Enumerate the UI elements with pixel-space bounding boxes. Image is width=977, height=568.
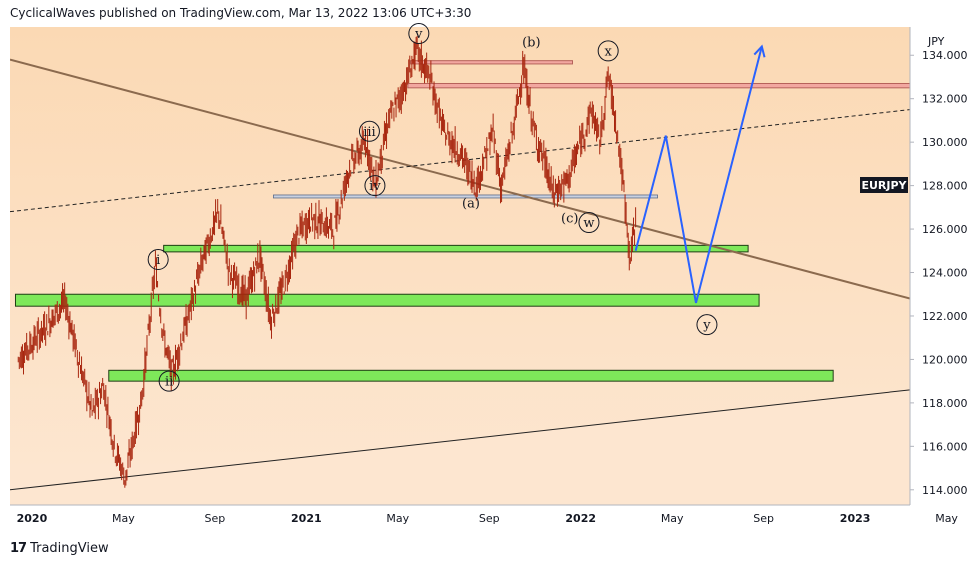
trendline-2[interactable] bbox=[10, 389, 910, 491]
footer-brand: 17 TradingView bbox=[10, 541, 109, 556]
x-tick-label: May bbox=[386, 512, 409, 525]
x-tick-label: Sep bbox=[753, 512, 774, 525]
wave-label-text: w bbox=[583, 216, 594, 231]
support-zone-0[interactable] bbox=[163, 244, 749, 253]
wave-label-circle bbox=[578, 212, 600, 234]
wave-label-9: w bbox=[578, 212, 600, 234]
wave-label-3: iv bbox=[364, 175, 386, 197]
y-tick-label: 132.000 bbox=[922, 93, 968, 106]
symbol-label: EURJPY bbox=[861, 179, 907, 192]
publish-caption: CyclicalWaves published on TradingView.c… bbox=[10, 6, 472, 20]
wave-label-circle bbox=[597, 40, 619, 62]
wave-label-text: (b) bbox=[522, 36, 540, 51]
wave-label-text: iii bbox=[363, 125, 375, 140]
support-zone-1[interactable] bbox=[14, 293, 760, 307]
wave-label-8: (c) bbox=[561, 212, 578, 227]
wave-label-4: v bbox=[408, 23, 430, 45]
x-tick-label: Sep bbox=[205, 512, 226, 525]
wave-label-text: (c) bbox=[561, 212, 578, 227]
horizontal-level-0[interactable] bbox=[273, 194, 658, 199]
x-tick-label: 2022 bbox=[565, 512, 596, 525]
resistance-zone-3[interactable] bbox=[407, 82, 910, 89]
y-tick-label: 116.000 bbox=[922, 440, 968, 453]
y-tick-label: 126.000 bbox=[922, 223, 968, 236]
wave-label-circle bbox=[358, 120, 380, 142]
wave-label-1: ii bbox=[158, 370, 180, 392]
footer-brand-name: TradingView bbox=[30, 541, 109, 556]
wave-label-circle bbox=[696, 314, 718, 336]
trendline-1[interactable] bbox=[10, 109, 910, 213]
x-tick-label: 2021 bbox=[291, 512, 322, 525]
wave-label-6: (b) bbox=[522, 36, 540, 51]
trendline-0[interactable] bbox=[10, 58, 910, 300]
wave-label-2: iii bbox=[358, 120, 380, 142]
projection-path[interactable] bbox=[634, 46, 763, 304]
wave-label-text: i bbox=[156, 253, 160, 268]
y-tick-label: 124.000 bbox=[922, 267, 968, 280]
y-tick-label: 128.000 bbox=[922, 180, 968, 193]
y-tick-label: 134.000 bbox=[922, 49, 968, 62]
resistance-zone-4[interactable] bbox=[410, 60, 573, 65]
x-tick-label: May bbox=[112, 512, 135, 525]
wave-label-circle bbox=[158, 370, 180, 392]
wave-label-circle bbox=[147, 248, 169, 270]
wave-label-circle bbox=[364, 175, 386, 197]
wave-label-text: iv bbox=[369, 179, 381, 194]
wave-label-text: y bbox=[702, 318, 711, 333]
tradingview-logo-icon: 17 bbox=[10, 541, 27, 556]
wave-label-circle bbox=[408, 23, 430, 45]
y-tick-label: 118.000 bbox=[922, 397, 968, 410]
x-tick-label: Sep bbox=[479, 512, 500, 525]
wave-label-5: (a) bbox=[462, 196, 480, 211]
y-tick-label: 122.000 bbox=[922, 310, 968, 323]
y-tick-label: 130.000 bbox=[922, 136, 968, 149]
y-tick-label: 114.000 bbox=[922, 484, 968, 497]
x-tick-label: 2023 bbox=[840, 512, 871, 525]
wave-label-text: (a) bbox=[462, 196, 480, 211]
wave-label-0: i bbox=[147, 248, 169, 270]
wave-label-text: v bbox=[414, 27, 423, 42]
currency-label: JPY bbox=[927, 35, 945, 48]
wave-label-text: ii bbox=[165, 375, 173, 390]
y-tick-label: 120.000 bbox=[922, 353, 968, 366]
x-tick-label: 2020 bbox=[17, 512, 48, 525]
x-tick-label: May bbox=[661, 512, 684, 525]
price-label-badge: EURJPY bbox=[860, 177, 908, 193]
projection-arrowhead-icon bbox=[753, 44, 766, 58]
wave-label-text: x bbox=[604, 44, 612, 59]
support-zone-2[interactable] bbox=[108, 369, 834, 382]
x-tick-label: May bbox=[935, 512, 958, 525]
lower-channel-shade bbox=[10, 389, 910, 505]
wave-label-7: x bbox=[597, 40, 619, 62]
wave-label-10: y bbox=[696, 314, 718, 336]
